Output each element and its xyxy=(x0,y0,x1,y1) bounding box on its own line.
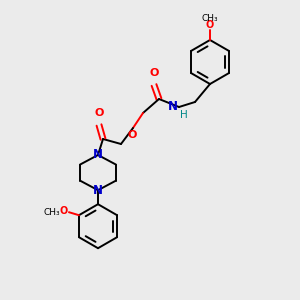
Text: H: H xyxy=(180,110,188,120)
Text: O: O xyxy=(149,68,159,78)
Text: N: N xyxy=(93,184,103,197)
Text: N: N xyxy=(168,100,178,113)
Text: CH₃: CH₃ xyxy=(43,208,60,217)
Text: O: O xyxy=(206,20,214,30)
Text: O: O xyxy=(60,206,68,216)
Text: O: O xyxy=(127,130,137,140)
Text: N: N xyxy=(93,148,103,161)
Text: CH₃: CH₃ xyxy=(202,14,218,23)
Text: O: O xyxy=(94,108,104,118)
